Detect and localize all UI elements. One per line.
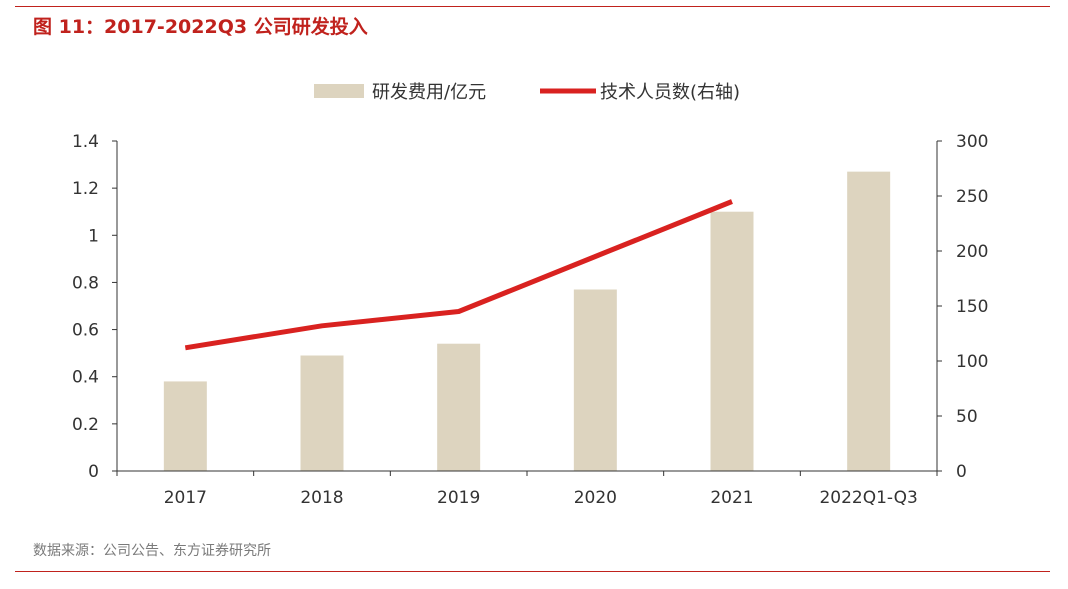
x-tick-label: 2020 [574, 488, 617, 508]
y-left-tick-label: 1.2 [72, 179, 99, 199]
bar-2022Q1-Q3 [847, 171, 891, 471]
y-right-tick-label: 150 [956, 297, 988, 317]
line-tech-staff [184, 199, 733, 351]
y-left-tick-label: 1 [88, 226, 99, 246]
axes: 0 0.2 0.4 0.6 0.8 1 1.2 1.4 0 50 100 150 200 250 300 20… [72, 132, 989, 508]
y-right-tick-label: 100 [956, 352, 988, 372]
y-left-tick-label: 0 [88, 462, 99, 482]
top-rule [15, 6, 1050, 7]
bar-2017 [163, 381, 207, 471]
bar-2019 [437, 343, 481, 471]
legend: 研发费用/亿元 技术人员数(右轴) [314, 82, 740, 103]
y-right-tick-label: 0 [956, 462, 967, 482]
y-left-tick-label: 0.2 [72, 415, 99, 435]
figure-title: 图 11：2017-2022Q3 公司研发投入 [33, 16, 368, 38]
bar-series [163, 171, 891, 471]
y-left-tick-label: 1.4 [72, 132, 99, 152]
y-left-tick-label: 0.6 [72, 321, 99, 341]
bottom-rule [15, 571, 1050, 572]
x-tick-label: 2022Q1-Q3 [819, 488, 917, 508]
source-note: 数据来源：公司公告、东方证券研究所 [33, 543, 271, 559]
legend-label-line: 技术人员数(右轴) [600, 82, 740, 103]
line-series [184, 199, 733, 351]
y-right-tick-label: 300 [956, 132, 988, 152]
bar-2018 [300, 355, 344, 471]
y-right-tick-label: 50 [956, 407, 978, 427]
y-right-tick-label: 250 [956, 187, 988, 207]
x-tick-label: 2019 [437, 488, 480, 508]
bar-2021 [710, 211, 754, 471]
legend-swatch-bar [314, 84, 364, 98]
y-left-tick-label: 0.4 [72, 368, 99, 388]
legend-label-bar: 研发费用/亿元 [372, 82, 486, 103]
bar-2020 [573, 289, 617, 471]
x-tick-label: 2017 [164, 488, 207, 508]
x-tick-label: 2018 [300, 488, 343, 508]
y-left-tick-label: 0.8 [72, 273, 99, 293]
x-tick-label: 2021 [710, 488, 753, 508]
y-right-tick-label: 200 [956, 242, 988, 262]
